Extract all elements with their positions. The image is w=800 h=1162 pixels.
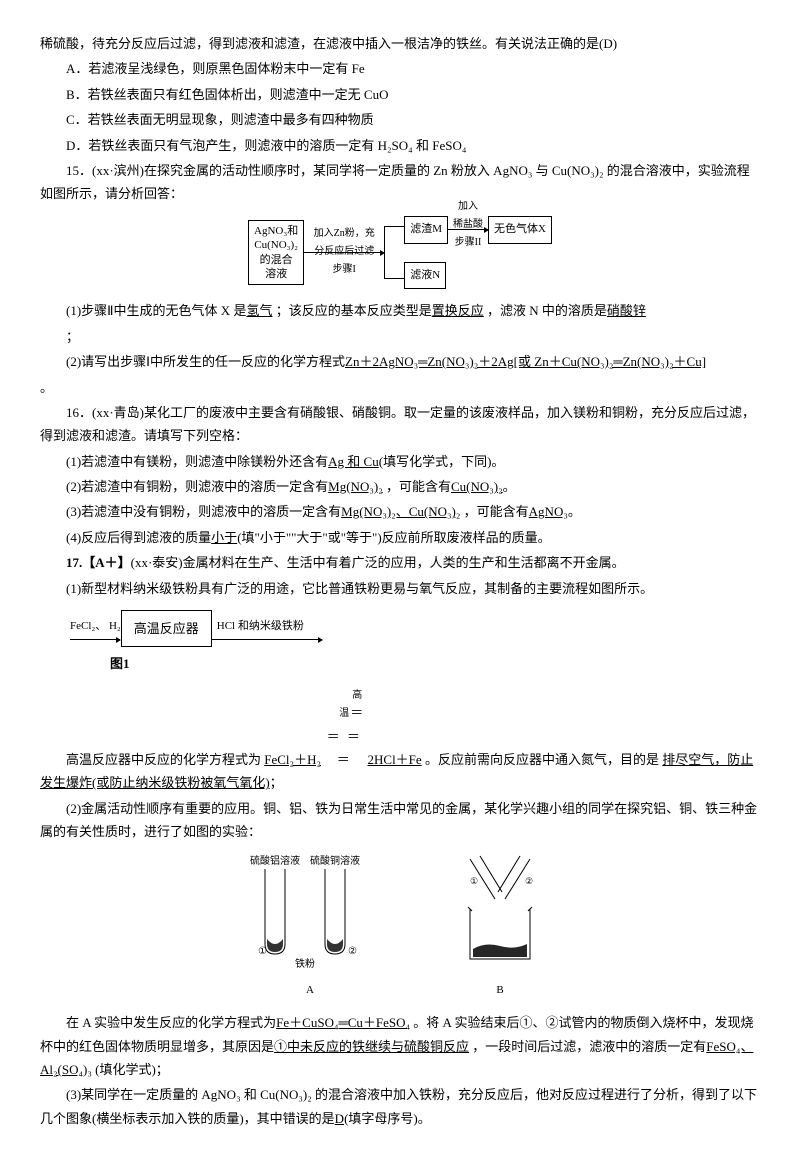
reactor-box: 高温反应器 bbox=[121, 610, 212, 647]
reactor-output: HCl 和纳米级铁粉 bbox=[217, 617, 322, 637]
svg-text:①: ① bbox=[470, 876, 478, 886]
q15-sub2: (2)请写出步骤Ⅰ中所发生的任一反应的化学方程式Zn＋2AgNO₃═Zn(NO₃… bbox=[40, 350, 760, 373]
q17-exp-text: 在 A 实验中发生反应的化学方程式为Fe＋CuSO₄═Cu＋FeSO₄ 。将 A… bbox=[40, 1011, 760, 1081]
reactor-diagram: FeCl₂、 H₂ 高温反应器 HCl 和纳米级铁粉 bbox=[70, 610, 760, 647]
q16-sub4: (4)反应后得到滤液的质量小于(填"小于""大于"或"等于")反应前所取废液样品… bbox=[40, 526, 760, 549]
q15-sub1: (1)步骤Ⅱ中生成的无色气体 X 是氢气 ；该反应的基本反应类型是置换反应 ，滤… bbox=[40, 299, 760, 322]
opt-a: A．若滤液呈浅绿色，则原黑色固体粉末中一定有 Fe bbox=[40, 57, 760, 80]
q15-flowchart: AgNO₃和Cu(NO₃)₂的混合溶液 加入Zn粉，充分反应后过滤步骤I 滤渣M… bbox=[40, 216, 760, 290]
reactor-input: FeCl₂、 H₂ bbox=[70, 617, 121, 637]
q17-sub2: (2)金属活动性顺序有重要的应用。铜、铝、铁为日常生活中常见的金属，某化学兴趣小… bbox=[40, 797, 760, 844]
q17-title: 17.【A＋】(xx·泰安)金属材料在生产、生活中有着广泛的应用，人类的生产和生… bbox=[40, 551, 760, 574]
q15-text: 15．(xx·滨州)在探究金属的活动性顺序时，某同学将一定质量的 Zn 粉放入 … bbox=[40, 159, 760, 206]
q16-sub3: (3)若滤渣中没有铜粉，则滤液中的溶质一定含有Mg(NO₃)₂、Cu(NO₃)₂… bbox=[40, 500, 760, 523]
fig1-label: 图1 bbox=[110, 652, 760, 675]
cap-b: B bbox=[440, 981, 560, 1001]
opt-d: D．若铁丝表面只有气泡产生，则滤液中的溶质一定有 H₂SO₄ 和 FeSO₄ bbox=[40, 134, 760, 157]
experiment-a: 硫酸铝溶液 硫酸铜溶液 ① ② 铁粉 A bbox=[240, 854, 380, 1002]
step1-label: 加入Zn粉，充分反应后过滤步骤I bbox=[294, 225, 394, 279]
intro-line: 稀硫酸，待充分反应后过滤，得到滤液和滤渣，在滤液中插入一根洁净的铁丝。有关说法正… bbox=[40, 32, 760, 55]
opt-c: C．若铁丝表面无明显现象，则滤渣中最多有四种物质 bbox=[40, 108, 760, 131]
filtrate-n: 滤液N bbox=[404, 262, 446, 290]
q15-sub1-end: 酸锌； bbox=[40, 325, 760, 348]
svg-text:硫酸铝溶液: 硫酸铝溶液 bbox=[250, 854, 300, 867]
svg-text:硫酸铜溶液: 硫酸铜溶液 bbox=[310, 854, 360, 867]
q16-sub1: (1)若滤渣中有镁粉，则滤渣中除镁粉外还含有Ag 和 Cu(填写化学式，下同)。 bbox=[40, 450, 760, 473]
opt-b: B．若铁丝表面只有红色固体析出，则滤渣中一定无 CuO bbox=[40, 83, 760, 106]
experiment-diagram: 硫酸铝溶液 硫酸铜溶液 ① ② 铁粉 A ① ② B bbox=[40, 854, 760, 1002]
svg-text:②: ② bbox=[525, 876, 533, 886]
svg-text:铁粉: 铁粉 bbox=[295, 957, 315, 970]
experiment-b: ① ② B bbox=[440, 854, 560, 1002]
q16-sub2: (2)若滤渣中有铜粉，则滤液中的溶质一定含有Mg(NO₃)₂ ，可能含有Cu(N… bbox=[40, 475, 760, 498]
q16-text: 16．(xx·青岛)某化工厂的废液中主要含有硝酸银、硝酸铜。取一定量的该废液样品… bbox=[40, 401, 760, 448]
q17-sub1: (1)新型材料纳米级铁粉具有广泛的用途，它比普通铁粉更易与氧气反应，其制备的主要… bbox=[40, 577, 760, 600]
svg-text:②: ② bbox=[348, 946, 357, 957]
svg-text:①: ① bbox=[258, 946, 267, 957]
cap-a: A bbox=[240, 981, 380, 1001]
q17-equation: 高温反应器中反应的化学方程式为 FeCl₂＋H₂ 高温 ＝ ＝ ＝ ＝ 2HCl… bbox=[40, 701, 760, 795]
q15-sub2-end: 。 bbox=[40, 376, 760, 399]
q17-sub3: (3)某同学在一定质量的 AgNO₃ 和 Cu(NO₃)₂ 的混合溶液中加入铁粉… bbox=[40, 1083, 760, 1130]
step2-label: 加入稀盐酸步骤II bbox=[418, 198, 518, 252]
